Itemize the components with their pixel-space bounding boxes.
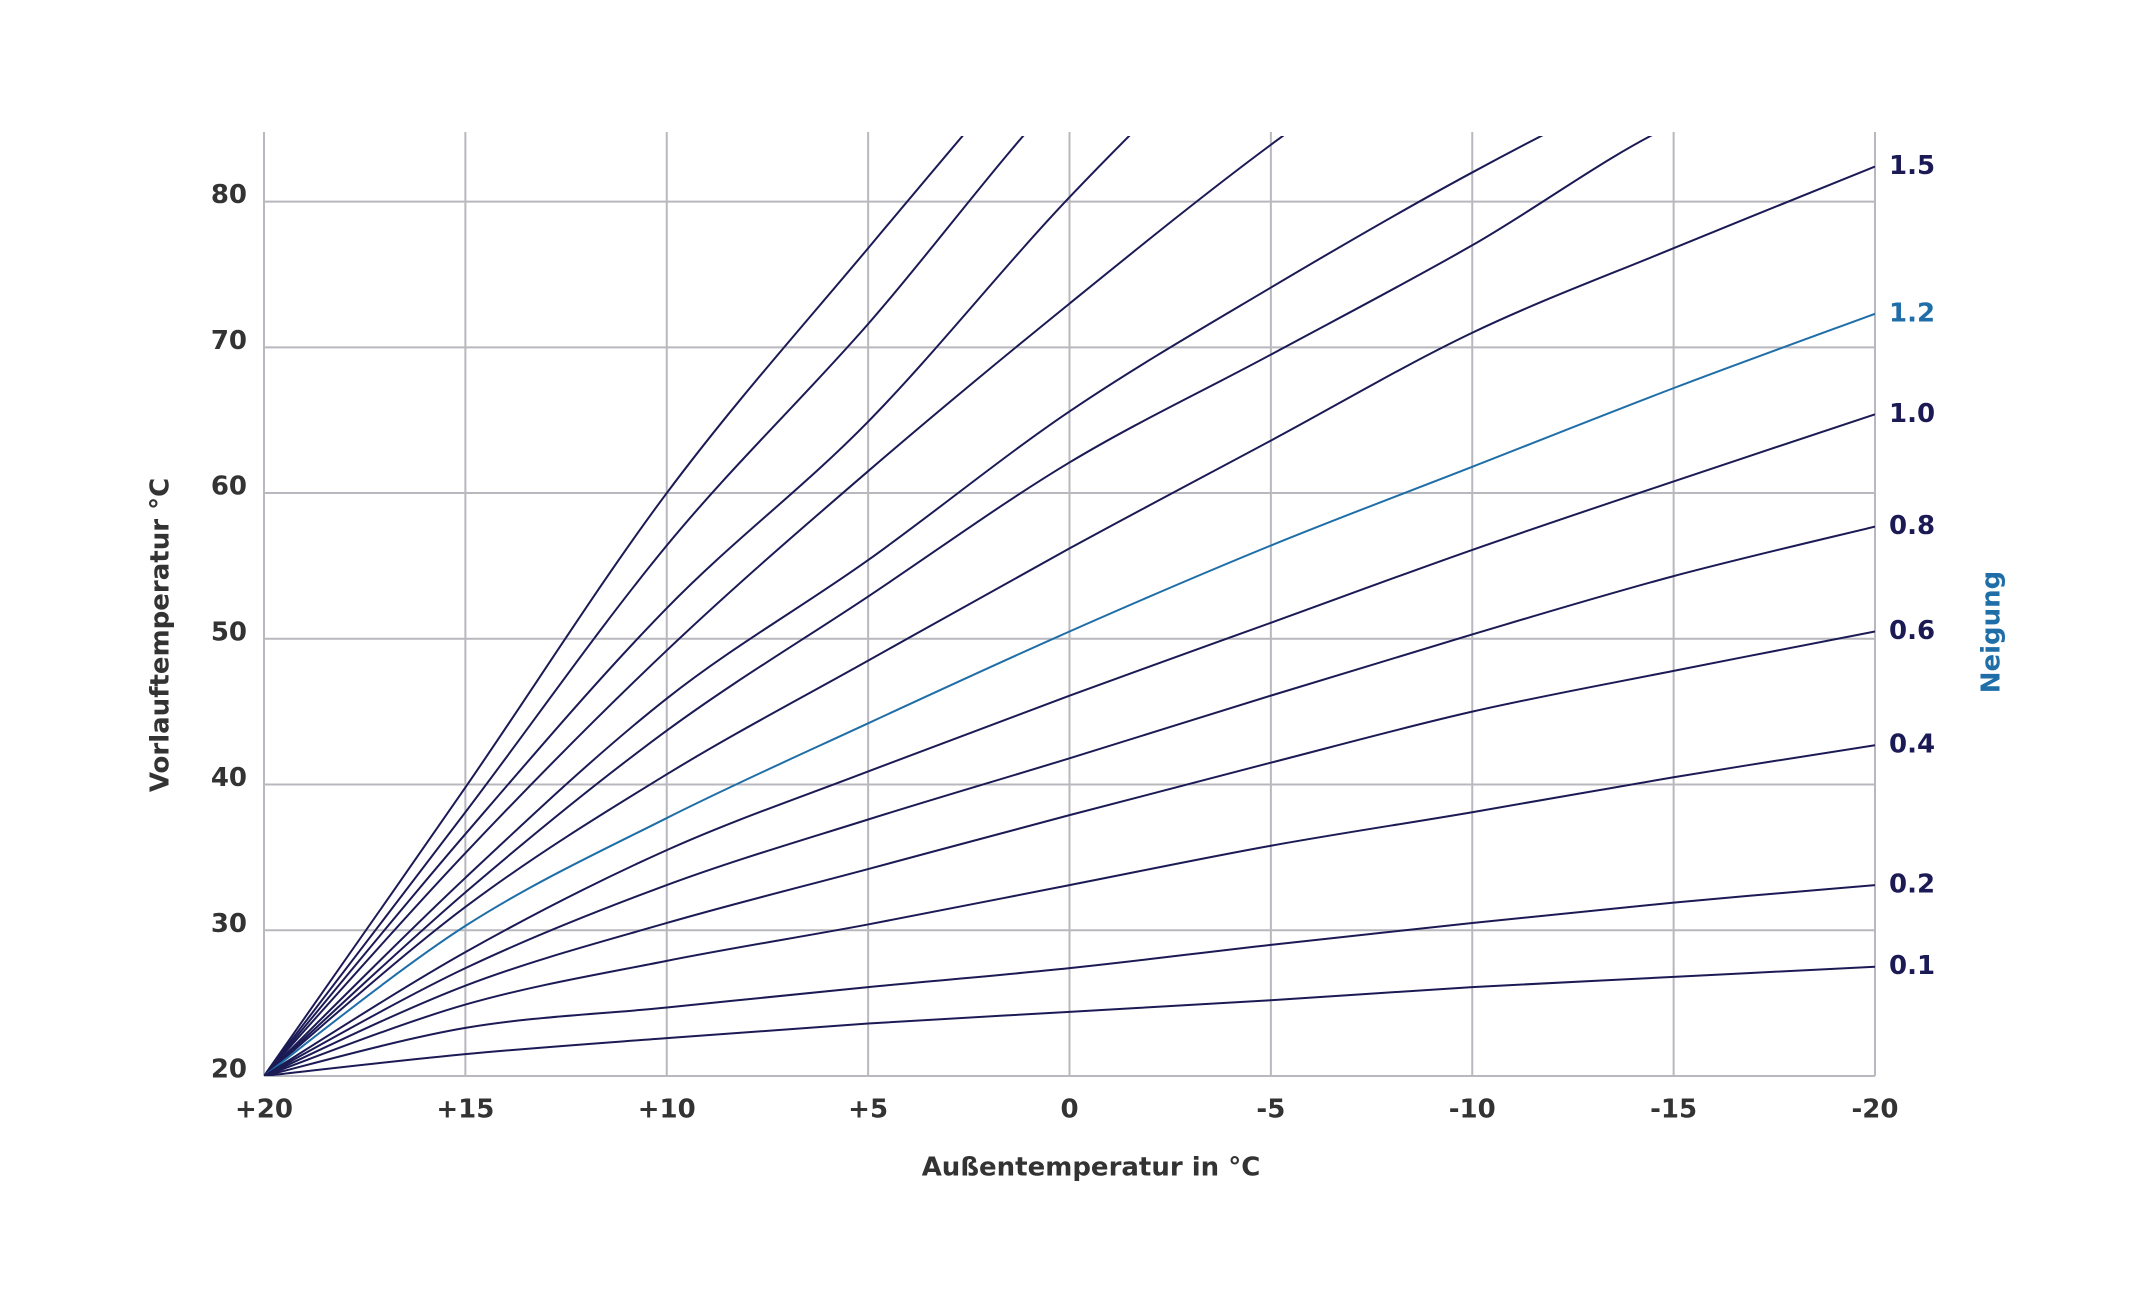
curve <box>264 312 1875 1076</box>
legend-label: 0.2 <box>1889 870 1935 900</box>
legend-label: 0.4 <box>1889 730 1935 760</box>
x-tick-label: -15 <box>1650 1095 1697 1125</box>
y-tick-label: 60 <box>211 472 247 502</box>
y-tick-label: 70 <box>211 326 247 356</box>
legend-label: 1.5 <box>1889 151 1935 181</box>
x-tick-label: -10 <box>1449 1095 1496 1125</box>
legend-title: Neigung <box>1977 571 2007 694</box>
legend-label: 1.0 <box>1889 399 1935 429</box>
x-tick-label: -20 <box>1852 1095 1899 1125</box>
curve <box>264 884 1875 1076</box>
legend-label: 1.2 <box>1889 298 1935 328</box>
legend-label: 0.8 <box>1889 511 1935 541</box>
curve <box>264 965 1875 1076</box>
y-tick-label: 50 <box>211 617 247 647</box>
x-tick-label: +10 <box>638 1095 696 1125</box>
curve <box>264 165 1875 1076</box>
x-tick-label: -5 <box>1256 1095 1285 1125</box>
curve <box>264 413 1875 1076</box>
y-tick-label: 20 <box>211 1055 247 1085</box>
curve <box>264 136 1653 1076</box>
x-tick-label: +20 <box>235 1095 293 1125</box>
plot-area <box>264 136 1875 1076</box>
y-tick-label: 40 <box>211 763 247 793</box>
curve <box>264 744 1875 1076</box>
x-axis-label: Außentemperatur in °C <box>922 1153 1261 1183</box>
legend-label: 0.1 <box>1889 951 1935 981</box>
y-tick-label: 30 <box>211 909 247 939</box>
legend-label: 0.6 <box>1889 616 1935 646</box>
y-tick-label: 80 <box>211 180 247 210</box>
x-tick-label: +5 <box>848 1095 888 1125</box>
x-tick-label: 0 <box>1060 1095 1078 1125</box>
curve <box>264 136 1025 1076</box>
curve <box>264 136 1131 1076</box>
y-axis-label: Vorlauftemperatur °C <box>146 478 176 792</box>
curve <box>264 136 964 1076</box>
curve <box>264 630 1875 1076</box>
curve <box>264 136 1544 1076</box>
x-tick-label: +15 <box>436 1095 494 1125</box>
curve <box>264 136 1285 1076</box>
curve <box>264 525 1875 1076</box>
